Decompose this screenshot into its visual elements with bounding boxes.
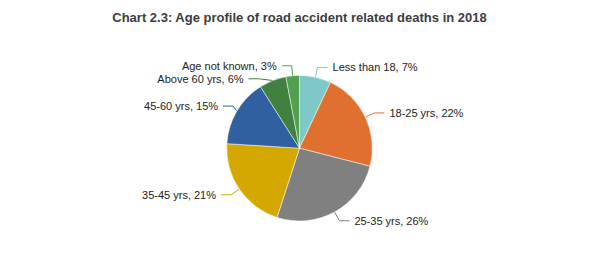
svg-text:Less than 18, 7%: Less than 18, 7% (333, 61, 418, 73)
svg-text:35-45 yrs, 21%: 35-45 yrs, 21% (142, 189, 216, 201)
svg-text:Chart 2.3: Age profile of road: Chart 2.3: Age profile of road accident … (112, 10, 486, 25)
svg-text:25-35 yrs, 26%: 25-35 yrs, 26% (354, 215, 428, 227)
svg-text:45-60 yrs, 15%: 45-60 yrs, 15% (144, 100, 218, 112)
svg-text:Age not known, 3%: Age not known, 3% (182, 60, 277, 72)
svg-text:18-25 yrs, 22%: 18-25 yrs, 22% (389, 107, 463, 119)
svg-text:Above 60 yrs, 6%: Above 60 yrs, 6% (157, 73, 243, 85)
